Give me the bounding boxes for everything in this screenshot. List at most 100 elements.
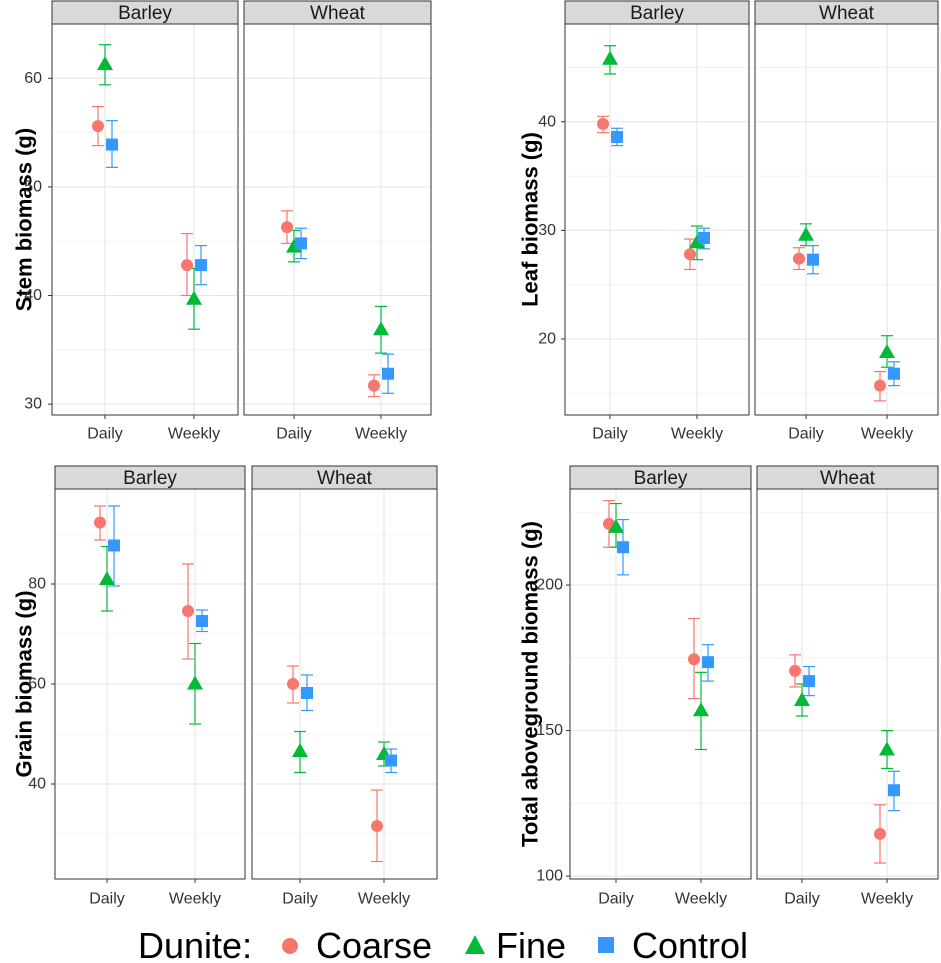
point-control [803, 675, 815, 688]
point-coarse [94, 516, 106, 529]
x-tick-label: Daily [784, 891, 820, 908]
x-tick-label: Weekly [861, 891, 913, 908]
x-tick-label: Weekly [861, 426, 913, 443]
y-tick-label: 40 [28, 776, 46, 793]
point-fine [99, 571, 115, 585]
point-control [888, 367, 900, 380]
panel-background [757, 489, 938, 879]
point-control [702, 656, 714, 669]
point-control [385, 754, 397, 767]
legend-marker-control [598, 937, 614, 953]
point-coarse [368, 379, 380, 392]
point-control [196, 615, 208, 627]
x-tick-label: Weekly [671, 426, 723, 443]
panel-background [244, 24, 431, 415]
panel-background [570, 489, 751, 879]
y-axis-title: Grain biomass (g) [12, 590, 37, 777]
x-tick-label: Daily [592, 426, 628, 443]
y-tick-label: 80 [28, 576, 46, 593]
y-tick-label: 60 [24, 70, 42, 87]
point-coarse [789, 664, 801, 677]
point-coarse [181, 259, 193, 272]
chart-leaf: Leaf biomass (g) 20 30 40 Barley Daily Weekly W… [518, 0, 939, 443]
point-control [611, 130, 623, 143]
y-tick-label: 150 [536, 722, 563, 739]
point-coarse [92, 120, 104, 133]
point-fine [602, 50, 618, 65]
point-control [888, 784, 900, 797]
point-fine [186, 290, 202, 305]
chart-grain: Grain biomass (g)40 60 80 Barley Daily Weekly… [12, 465, 438, 908]
y-tick-label: 40 [24, 287, 42, 304]
x-tick-label: Weekly [358, 891, 410, 908]
x-tick-label: Weekly [355, 426, 407, 443]
point-fine [879, 344, 895, 359]
y-tick-label: 20 [538, 330, 556, 347]
point-control [295, 237, 307, 250]
x-tick-label: Daily [788, 426, 824, 443]
point-coarse [281, 221, 293, 234]
panel-strip-label: Barley [118, 3, 172, 24]
panel-border [243, 23, 432, 416]
panel-strip-label: Wheat [317, 468, 373, 489]
point-control [108, 539, 120, 552]
point-fine [97, 56, 113, 71]
panel-border [754, 23, 939, 416]
point-control [382, 367, 394, 380]
point-fine [608, 518, 624, 533]
point-fine [373, 321, 389, 336]
point-fine [292, 743, 308, 757]
y-tick-label: 50 [24, 178, 42, 195]
point-coarse [688, 653, 700, 666]
x-tick-label: Daily [598, 891, 634, 908]
point-fine [693, 702, 709, 717]
point-coarse [287, 678, 299, 690]
chart-stem: Stem biomass (g) 30 40 50 60 Barley Daily Weekl… [12, 0, 432, 443]
y-tick-label: 200 [536, 577, 563, 594]
x-tick-label: Weekly [168, 426, 220, 443]
point-coarse [874, 827, 886, 840]
legend-label-fine: Fine [496, 925, 566, 963]
chart-total: Total aboveground biomass (g) 100 150 200 Ba… [518, 465, 939, 908]
point-fine [794, 692, 810, 707]
legend-label-coarse: Coarse [316, 925, 432, 963]
x-tick-label: Daily [89, 891, 125, 908]
point-fine [879, 741, 895, 756]
point-fine [187, 675, 203, 690]
y-tick-label: 30 [538, 222, 556, 239]
panel-border [564, 23, 750, 416]
panel-background [565, 24, 749, 415]
point-coarse [684, 248, 696, 261]
y-axis-title: Total aboveground biomass (g) [518, 521, 543, 847]
y-tick-label: 40 [538, 113, 556, 130]
panel-background [52, 24, 238, 415]
point-coarse [182, 605, 194, 617]
legend-marker-coarse [282, 938, 298, 954]
y-tick-label: 30 [24, 396, 42, 413]
panel-border [756, 488, 939, 880]
point-fine [689, 234, 705, 249]
point-coarse [793, 252, 805, 265]
point-control [301, 687, 313, 699]
point-control [698, 231, 710, 244]
panel-background [755, 24, 938, 415]
point-fine [798, 226, 814, 241]
y-tick-label: 100 [536, 868, 563, 885]
point-control [106, 138, 118, 151]
panel-strip-label: Barley [123, 468, 177, 489]
point-control [195, 259, 207, 272]
panel-strip-label: Wheat [819, 3, 875, 24]
panel-border [251, 488, 438, 880]
y-axis-title: Stem biomass (g) [12, 128, 37, 311]
legend-label-control: Control [632, 925, 748, 963]
x-tick-label: Daily [87, 426, 123, 443]
x-tick-label: Weekly [675, 891, 727, 908]
point-control [807, 253, 819, 266]
point-coarse [874, 379, 886, 392]
panel-border [54, 488, 246, 880]
panel-strip-label: Wheat [820, 468, 876, 489]
legend-title: Dunite: [138, 925, 252, 963]
x-tick-label: Weekly [169, 891, 221, 908]
panel-strip-label: Barley [634, 468, 688, 489]
